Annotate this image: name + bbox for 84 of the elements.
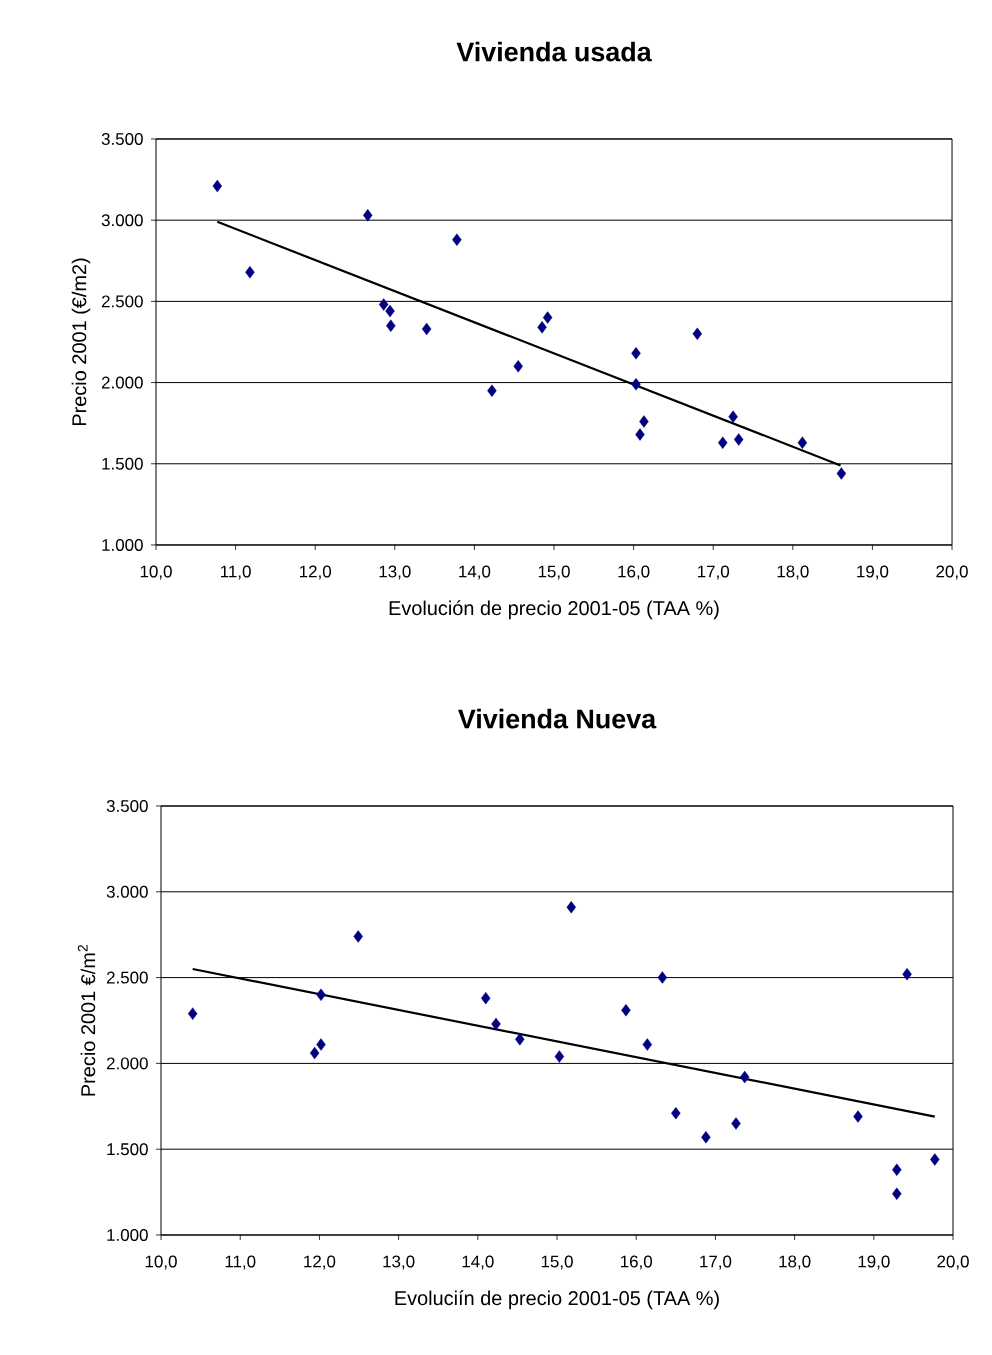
point	[635, 428, 645, 441]
x-tick-label: 14,0	[462, 1255, 494, 1270]
point	[491, 1017, 501, 1031]
point	[513, 360, 523, 373]
point	[515, 1033, 525, 1046]
point	[718, 436, 728, 449]
x-tick-label: 12,0	[304, 1255, 336, 1270]
point	[797, 436, 808, 449]
x-tick-label: 17,0	[700, 1255, 732, 1270]
point	[245, 265, 255, 279]
point	[212, 179, 222, 193]
point	[930, 1153, 940, 1166]
x-tick-label: 13,0	[379, 565, 411, 580]
point	[187, 1007, 198, 1020]
point	[386, 319, 396, 332]
y-tick-label: 3.500	[106, 799, 148, 812]
y-tick-label: 2.000	[101, 376, 143, 389]
x-tick-label: 12,0	[300, 565, 332, 580]
x-tick-label: 15,0	[538, 565, 570, 580]
x-tick-label: 18,0	[777, 565, 809, 580]
x-tick-label: 10,0	[145, 1255, 177, 1270]
y-tick-label: 2.500	[106, 971, 148, 984]
point	[487, 384, 497, 397]
y-tick-label: 3.000	[101, 214, 143, 227]
x-tick-label: 16,0	[618, 565, 650, 580]
x-tick-label: 11,0	[221, 565, 251, 580]
point	[353, 930, 363, 943]
point	[701, 1130, 711, 1144]
x-tick-label: 20,0	[936, 565, 968, 580]
point	[621, 1004, 631, 1017]
y-axis-title: Precio 2001 (€/m2)	[71, 258, 91, 426]
point	[452, 233, 462, 246]
point	[657, 971, 668, 984]
x-tick-label: 15,0	[541, 1255, 573, 1270]
point	[554, 1050, 565, 1063]
x-tick-label: 13,0	[383, 1255, 415, 1270]
x-tick-label: 19,0	[857, 565, 889, 580]
point	[631, 347, 641, 360]
point	[639, 415, 649, 428]
x-tick-label: 17,0	[698, 565, 730, 580]
point	[316, 988, 326, 1001]
x-tick-label: 16,0	[621, 1255, 653, 1270]
y-tick-label: 3.500	[101, 132, 143, 145]
point	[892, 1163, 902, 1176]
point	[363, 209, 373, 222]
point	[692, 327, 702, 341]
point	[836, 467, 847, 480]
point	[385, 304, 395, 318]
point	[740, 1070, 750, 1084]
point	[733, 433, 744, 446]
y-tick-label: 2.500	[101, 295, 143, 308]
y-tick-label: 1.500	[107, 1143, 148, 1156]
point	[537, 321, 547, 334]
x-tick-label: 19,0	[858, 1255, 890, 1270]
x-tick-label: 18,0	[779, 1255, 811, 1270]
chart-title: Vivienda Nueva	[458, 708, 657, 729]
point	[566, 901, 576, 914]
point	[542, 311, 553, 324]
point	[892, 1187, 902, 1201]
point	[671, 1106, 681, 1120]
point	[728, 410, 738, 423]
point	[421, 322, 432, 336]
y-tick-label: 3.000	[106, 885, 148, 898]
x-tick-label: 14,0	[459, 565, 491, 580]
point	[309, 1046, 320, 1060]
x-tick-label: 10,0	[140, 565, 172, 580]
x-tick-label: 20,0	[937, 1255, 969, 1270]
y-tick-label: 1.000	[107, 1229, 148, 1241]
point	[316, 1038, 326, 1051]
point	[902, 967, 912, 981]
chart-title: Vivienda usada	[456, 41, 652, 62]
y-tick-label: 1.500	[102, 457, 143, 470]
y-tick-label: 2.000	[106, 1057, 148, 1070]
x-axis-title: Evolución de precio 2001-05 (TAA %)	[389, 600, 719, 620]
point	[731, 1117, 741, 1130]
point	[642, 1038, 652, 1051]
x-axis-title: Evoluciín de precio 2001-05 (TAA %)	[395, 1290, 719, 1310]
point	[853, 1110, 863, 1123]
x-tick-label: 11,0	[225, 1255, 256, 1270]
point	[481, 991, 491, 1005]
point	[378, 298, 389, 311]
y-tick-label: 1.000	[102, 538, 143, 551]
y-axis-title: Precio 2001 €/m$^{2}$	[77, 945, 96, 1096]
point	[631, 378, 641, 391]
